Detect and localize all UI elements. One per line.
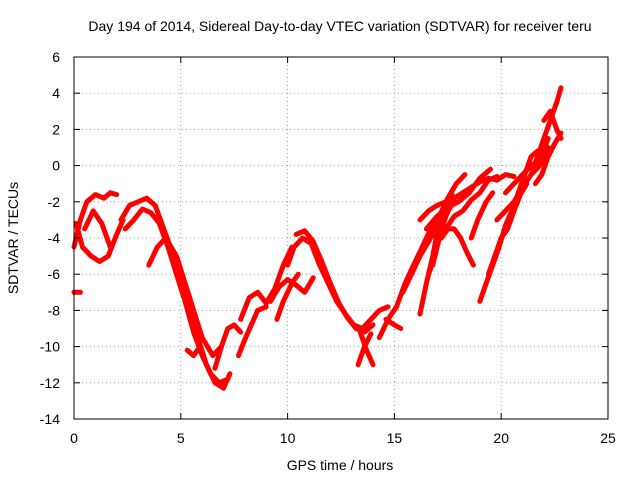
series-arc-13 <box>274 271 301 322</box>
series-arc-19 <box>383 316 404 331</box>
y-tick-label: 2 <box>52 121 60 137</box>
y-tick-label: -12 <box>40 375 60 391</box>
series-layer <box>71 85 564 391</box>
x-tick-label: 20 <box>493 430 509 446</box>
series-arc-34 <box>528 85 564 178</box>
x-tick-label: 15 <box>387 430 403 446</box>
series-arc-16 <box>357 329 376 368</box>
series-arc-3 <box>73 217 126 264</box>
series-arc-24 <box>423 166 493 232</box>
y-tick-label: -8 <box>48 302 61 318</box>
y-tick-label: -6 <box>48 266 61 282</box>
series-arc-33 <box>509 148 540 214</box>
y-tick-label: -2 <box>48 194 61 210</box>
series-arc-5 <box>118 195 233 391</box>
series-arc-9 <box>212 322 244 371</box>
series-arc-15 <box>293 228 376 335</box>
x-tick-label: 10 <box>280 430 296 446</box>
y-tick-label: 4 <box>52 85 60 101</box>
series-arc-14 <box>285 235 391 331</box>
y-tick-label: -14 <box>40 411 60 427</box>
x-tick-label: 5 <box>177 430 185 446</box>
series-arc-11 <box>238 244 295 322</box>
chart-title: Day 194 of 2014, Sidereal Day-to-day VTE… <box>88 18 591 34</box>
y-tick-label: -4 <box>48 230 61 246</box>
series-arc-10 <box>236 304 269 359</box>
series-arc-28 <box>468 190 496 241</box>
grid <box>74 57 608 419</box>
y-axis-label: SDTVAR / TECUs <box>5 182 21 294</box>
x-axis-label: GPS time / hours <box>287 457 394 473</box>
series-arc-26 <box>417 172 517 223</box>
series-arc-17 <box>355 331 374 368</box>
series-arc-6 <box>122 206 231 386</box>
series-arc-8 <box>184 344 203 359</box>
series-arc-36 <box>541 108 564 141</box>
x-tick-label: 25 <box>600 430 616 446</box>
x-tick-label: 0 <box>70 430 78 446</box>
series-arc-27 <box>438 226 476 268</box>
series-arc-2 <box>71 190 120 250</box>
y-tick-label: 0 <box>52 158 60 174</box>
y-tick-label: 6 <box>52 49 60 65</box>
series-arc-35 <box>532 130 564 187</box>
y-tick-label: -10 <box>40 339 60 355</box>
series-arc-30 <box>485 181 530 277</box>
series-arc-4 <box>82 208 113 250</box>
series-arc-7 <box>146 235 224 359</box>
axis-ticks: 0 5 10 15 20 25 -14 -12 -10 -8 -6 -4 -2 0 2 4 6 <box>40 49 616 446</box>
